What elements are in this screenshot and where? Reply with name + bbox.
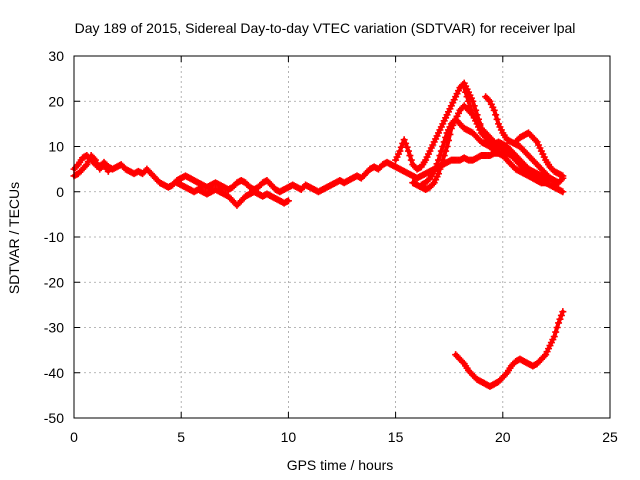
data-point [396,147,404,155]
data-point [446,130,454,138]
x-tick-label: 20 [495,429,511,445]
data-point [464,97,472,105]
data-point [73,162,81,170]
y-axis-label: SDTVAR / TECUs [6,182,22,294]
data-point [559,172,567,180]
data-point [434,170,442,178]
data-point [552,328,560,336]
data-point [430,167,438,175]
data-point [432,164,440,172]
data-point [442,147,450,155]
x-tick-label: 5 [177,429,185,445]
data-point [556,315,564,323]
y-tick-label: 0 [56,184,64,200]
data-point [407,156,415,164]
data-point [400,136,408,144]
data-point [463,93,471,101]
data-layer [70,79,567,390]
data-point [550,333,558,341]
data-point [493,115,501,123]
y-tick-label: -30 [44,320,64,336]
data-point [90,155,98,163]
data-point [492,111,500,119]
y-tick-label: -50 [44,410,64,426]
y-tick-label: -20 [44,274,64,290]
data-point [559,188,567,196]
series-late-peak-track [460,84,567,196]
series-negative-track [452,308,567,390]
data-point [553,324,561,331]
y-tick-label: -40 [44,365,64,381]
data-point [404,147,412,155]
data-point [460,84,468,92]
data-point [406,152,414,160]
ticks: 0 5 10 15 20 25 -50 -40 -30 -20 -10 0 10 20 30 [44,48,618,445]
x-tick-label: 0 [70,429,78,445]
data-point [440,152,448,160]
y-tick-label: -10 [44,229,64,245]
series-upper-secondary-track [70,152,112,180]
data-point [81,162,89,170]
data-point [459,358,467,366]
y-tick-label: 10 [48,139,64,155]
series-second-peak-track [482,93,563,187]
y-tick-label: 20 [48,93,64,109]
data-point [557,311,565,319]
data-point [502,370,510,378]
data-point [540,352,548,360]
data-point [104,167,112,175]
data-point [436,165,444,173]
data-point [439,156,447,164]
data-point [429,180,437,188]
data-point [403,143,411,151]
series-far-right-track [512,129,567,180]
x-axis-label: GPS time / hours [287,457,394,473]
x-tick-label: 15 [388,429,404,445]
series-lower-secondary-track [173,179,292,209]
data-point [443,143,451,150]
data-point [284,197,292,205]
data-point [532,136,540,144]
data-point [466,102,474,110]
x-tick-label: 10 [281,429,297,445]
data-point [555,179,563,187]
data-point [437,161,445,169]
data-point [444,136,452,144]
data-point [555,319,563,327]
x-tick-label: 25 [602,429,618,445]
data-point [485,96,493,104]
data-point [402,139,410,147]
y-tick-label: 30 [48,48,64,64]
series-main-track [70,149,567,196]
data-point [467,106,475,114]
data-point [559,308,567,316]
chart-title: Day 189 of 2015, Sidereal Day-to-day VTE… [75,20,576,36]
data-point [424,176,432,184]
data-point [462,88,470,96]
data-point [490,106,498,114]
